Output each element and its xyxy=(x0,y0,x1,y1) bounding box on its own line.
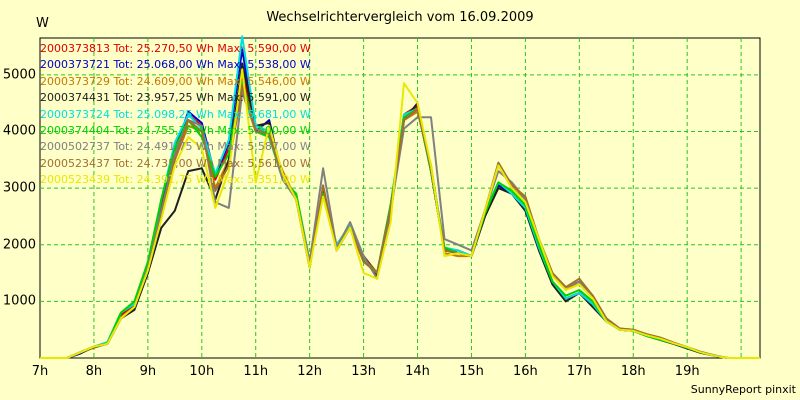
y-axis-unit: W xyxy=(36,16,49,31)
y-tick-label: 2000 xyxy=(2,237,36,253)
x-tick-label: 17h xyxy=(566,364,592,379)
y-tick-label: 1000 xyxy=(2,293,36,309)
plot-frame xyxy=(39,37,761,359)
legend-entry: 2000502737 Tot: 24.491,75 Wh Max: 5.587,… xyxy=(40,140,311,154)
x-tick-label: 7h xyxy=(31,364,49,379)
chart-title: Wechselrichtervergleich vom 16.09.2009 xyxy=(266,10,534,25)
legend-entry: 2000374404 Tot: 24.755,75 Wh Max: 5.500,… xyxy=(40,124,311,138)
legend-entry: 2000373721 Tot: 25.068,00 Wh Max: 5.538,… xyxy=(40,58,311,72)
legend-entry: 2000373813 Tot: 25.270,50 Wh Max: 5.590,… xyxy=(40,42,311,55)
x-tick-label: 9h xyxy=(139,364,157,379)
legend-entry: 2000523439 Tot: 24.391,75 Wh Max: 5.351,… xyxy=(40,173,311,187)
x-tick-label: 19h xyxy=(674,364,700,379)
x-tick-label: 8h xyxy=(85,364,103,379)
y-tick-label: 5000 xyxy=(2,67,36,83)
series-line-9 xyxy=(40,68,760,359)
legend: 2000373813 Tot: 25.270,50 Wh Max: 5.590,… xyxy=(40,41,311,189)
x-tick-label: 13h xyxy=(351,364,376,379)
legend-entry: 2000374431 Tot: 23.957,25 Wh Max: 5.591,… xyxy=(40,91,311,105)
legend-entry: 2000373729 Tot: 24.609,00 Wh Max: 5.546,… xyxy=(40,74,311,88)
x-tick-label: 10h xyxy=(189,364,215,379)
y-tick-label: 4000 xyxy=(2,123,36,139)
x-tick-label: 14h xyxy=(405,364,430,379)
x-tick-label: 18h xyxy=(620,364,646,379)
footer-credit: SunnyReport pinxit xyxy=(690,383,796,396)
legend-entry: 2000373724 Tot: 25.098,25 Wh Max: 5.681,… xyxy=(40,107,311,121)
x-tick-label: 11h xyxy=(243,364,269,379)
x-tick-label: 16h xyxy=(513,364,538,379)
x-tick-label: 15h xyxy=(459,364,484,379)
x-tick-label: 12h xyxy=(297,364,323,379)
y-tick-label: 3000 xyxy=(2,180,36,196)
series-line-8 xyxy=(40,85,760,359)
legend-entry: 2000523437 Tot: 24.735,00 Wh Max: 5.561,… xyxy=(40,156,311,170)
